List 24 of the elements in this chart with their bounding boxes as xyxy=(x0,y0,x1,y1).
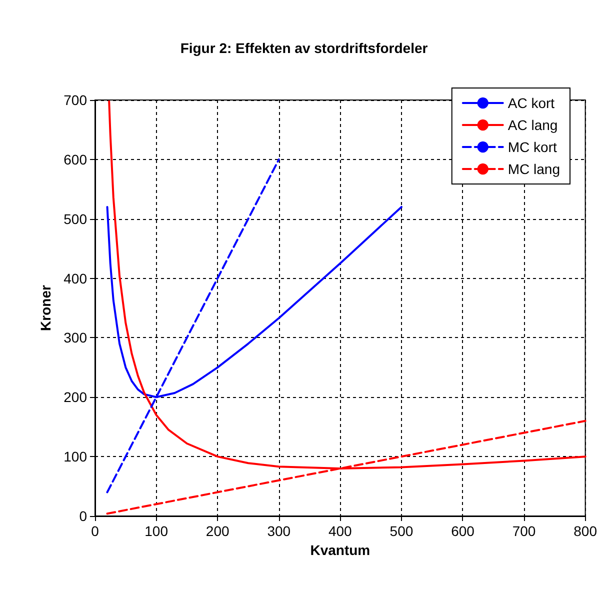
y-tick-label: 700 xyxy=(64,92,88,108)
x-tick-label: 400 xyxy=(328,523,352,539)
x-tick-label: 800 xyxy=(574,523,598,539)
x-tick-label: 700 xyxy=(512,523,536,539)
y-tick-label: 100 xyxy=(64,448,88,465)
x-axis-title: Kvantum xyxy=(310,542,370,558)
y-tick-label: 600 xyxy=(64,151,88,168)
legend-label: AC kort xyxy=(508,95,555,111)
y-tick-label: 200 xyxy=(64,389,88,406)
legend-label: MC lang xyxy=(508,161,560,177)
x-tick-label: 200 xyxy=(206,523,230,539)
y-tick-label: 300 xyxy=(64,330,88,346)
x-tick-label: 100 xyxy=(144,523,168,539)
y-tick-label: 500 xyxy=(64,210,88,227)
chart-title: Figur 2: Effekten av stordriftsfordeler xyxy=(180,40,428,56)
x-tick-label: 600 xyxy=(451,523,475,539)
y-tick-label: 0 xyxy=(79,508,88,524)
x-tick-label: 500 xyxy=(390,523,414,539)
x-tick-label: 0 xyxy=(91,523,100,539)
y-tick-label: 400 xyxy=(64,270,88,286)
legend-label: MC kort xyxy=(508,139,557,155)
legend-label: AC lang xyxy=(508,117,558,133)
x-tick-label: 300 xyxy=(267,523,291,539)
y-axis-title: Kroner xyxy=(38,284,54,331)
